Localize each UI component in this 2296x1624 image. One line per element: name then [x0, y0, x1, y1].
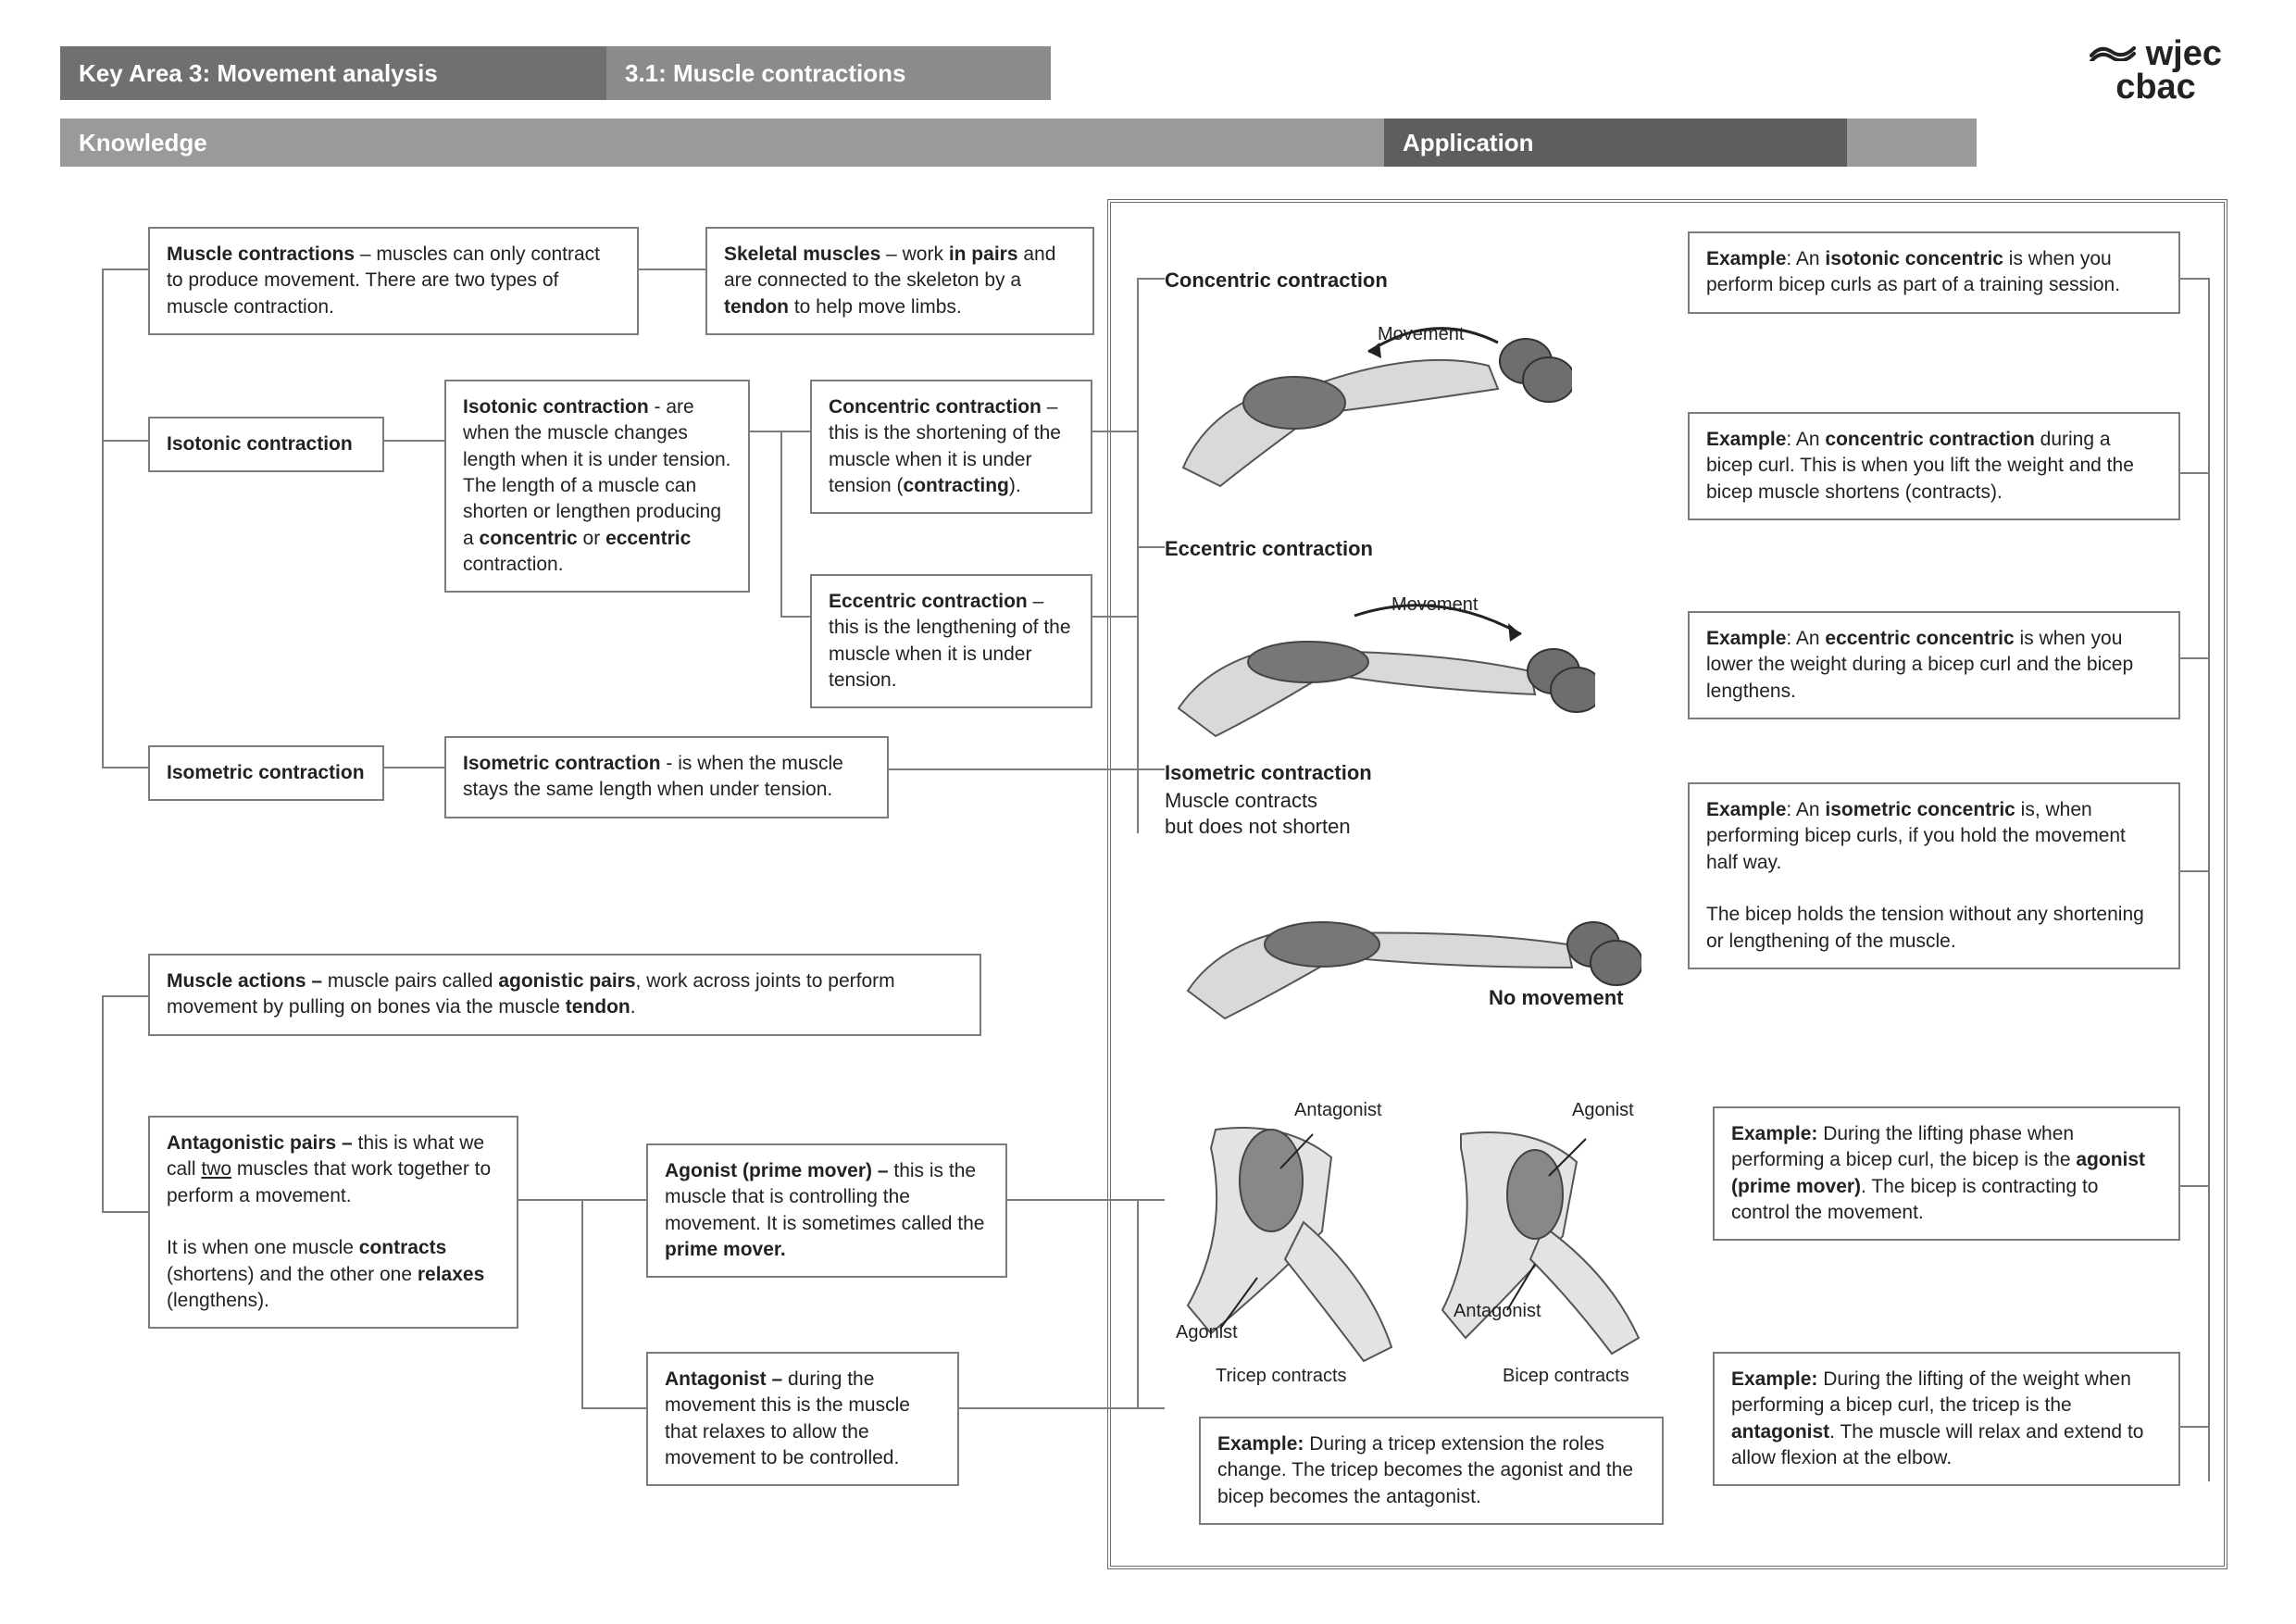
- connector: [780, 431, 782, 616]
- box-isometric-def: Isometric contraction - is when the musc…: [444, 736, 889, 818]
- header-subsection: 3.1: Muscle contractions: [606, 46, 1051, 100]
- box-example-isotonic: Example: An isotonic concentric is when …: [1688, 231, 2180, 314]
- header-knowledge-text: Knowledge: [79, 129, 207, 157]
- header-application: Application: [1384, 119, 1847, 167]
- connector: [1137, 278, 1165, 280]
- illus-agonist-antagonist: Antagonist Agonist Agonist Antagonist Tr…: [1165, 1083, 1665, 1398]
- box-agonist-def: Agonist (prime mover) – this is the musc…: [646, 1143, 1007, 1278]
- box-example-concentric: Example: An concentric contraction durin…: [1688, 412, 2180, 520]
- connector: [102, 440, 148, 442]
- connector: [102, 995, 148, 997]
- label-agonist-1: Agonist: [1176, 1322, 1238, 1343]
- connector: [1092, 431, 1137, 432]
- connector: [639, 269, 705, 270]
- connector: [1137, 278, 1139, 833]
- connector: [2180, 278, 2208, 280]
- box-isotonic-def: Isotonic contraction - are when the musc…: [444, 380, 750, 593]
- connector: [2180, 472, 2208, 474]
- connector: [889, 768, 1137, 770]
- isotonic-label: Isotonic contraction: [167, 433, 353, 455]
- illus-concentric-arm: Movement: [1165, 296, 1581, 500]
- box-example-isometric: Example: An isometric concentric is, whe…: [1688, 782, 2180, 969]
- connector: [1137, 1407, 1165, 1409]
- connector: [2180, 1185, 2208, 1187]
- isometric-label: Isometric contraction: [167, 762, 365, 783]
- header-application-tail: [1847, 119, 1977, 167]
- box-isotonic-label: Isotonic contraction: [148, 417, 384, 472]
- label-movement-2: Movement: [1391, 594, 1478, 616]
- connector: [102, 269, 104, 768]
- box-antagonist-def: Antagonist – during the movement this is…: [646, 1352, 959, 1486]
- box-muscle-actions: Muscle actions – muscle pairs called ago…: [148, 954, 981, 1036]
- connector: [581, 1199, 583, 1407]
- connector: [102, 995, 104, 1213]
- connector: [2180, 657, 2208, 659]
- box-antagonistic-pairs: Antagonistic pairs – this is what we cal…: [148, 1116, 518, 1329]
- label-concentric-title: Concentric contraction: [1165, 269, 1388, 293]
- connector: [1137, 768, 1165, 770]
- illus-eccentric-arm: Movement: [1165, 565, 1600, 750]
- connector: [102, 767, 148, 768]
- header-key-area: Key Area 3: Movement analysis: [60, 46, 606, 100]
- connector: [780, 616, 810, 618]
- label-antagonist-2: Antagonist: [1454, 1301, 1541, 1322]
- label-tricep-contracts: Tricep contracts: [1216, 1366, 1347, 1387]
- worksheet-page: Key Area 3: Movement analysis 3.1: Muscl…: [0, 0, 2296, 1624]
- header-knowledge: Knowledge: [60, 119, 1384, 167]
- box-eccentric-def: Eccentric contraction – this is the leng…: [810, 574, 1092, 708]
- label-eccentric-title: Eccentric contraction: [1165, 537, 1373, 561]
- box-example-antagonist: Example: During the lifting of the weigh…: [1713, 1352, 2180, 1486]
- connector: [1092, 616, 1137, 618]
- logo-wave-icon: [2090, 41, 2136, 61]
- box-isometric-label: Isometric contraction: [148, 745, 384, 801]
- label-agonist-2: Agonist: [1572, 1100, 1634, 1121]
- connector: [1137, 1199, 1139, 1407]
- box-example-eccentric: Example: An eccentric concentric is when…: [1688, 611, 2180, 719]
- label-isometric-title: Isometric contraction: [1165, 761, 1372, 785]
- connector: [2180, 870, 2208, 872]
- connector: [384, 767, 444, 768]
- connector: [959, 1407, 1137, 1409]
- connector: [1137, 1199, 1165, 1201]
- box-example-agonist: Example: During the lifting phase when p…: [1713, 1106, 2180, 1241]
- connector: [384, 440, 444, 442]
- label-bicep-contracts: Bicep contracts: [1503, 1366, 1629, 1387]
- header-application-text: Application: [1403, 129, 1534, 157]
- connector: [1137, 546, 1165, 548]
- label-antagonist-1: Antagonist: [1294, 1100, 1382, 1121]
- connector: [581, 1407, 646, 1409]
- connector: [1007, 1199, 1137, 1201]
- box-example-tricep-extension: Example: During a tricep extension the r…: [1199, 1417, 1664, 1525]
- box-concentric-def: Concentric contraction – this is the sho…: [810, 380, 1092, 514]
- label-no-movement: No movement: [1489, 986, 1623, 1010]
- connector: [102, 269, 148, 270]
- box-skeletal-muscles: Skeletal muscles – work in pairs and are…: [705, 227, 1094, 335]
- illus-isometric-arm: No movement: [1165, 843, 1655, 1037]
- header-sub-text: 3.1: Muscle contractions: [625, 59, 905, 88]
- logo-text-2: cbac: [2115, 68, 2196, 106]
- box-muscle-contractions: Muscle contractions – muscles can only c…: [148, 227, 639, 335]
- connector: [102, 1211, 148, 1213]
- connector: [2180, 1426, 2208, 1428]
- connector: [2208, 278, 2210, 1481]
- label-movement-1: Movement: [1378, 324, 1464, 345]
- wjec-logo: wjec cbac: [2090, 37, 2222, 104]
- label-isometric-sub2: but does not shorten: [1165, 815, 1351, 839]
- label-isometric-sub1: Muscle contracts: [1165, 789, 1317, 813]
- header-key-text: Key Area 3: Movement analysis: [79, 59, 438, 88]
